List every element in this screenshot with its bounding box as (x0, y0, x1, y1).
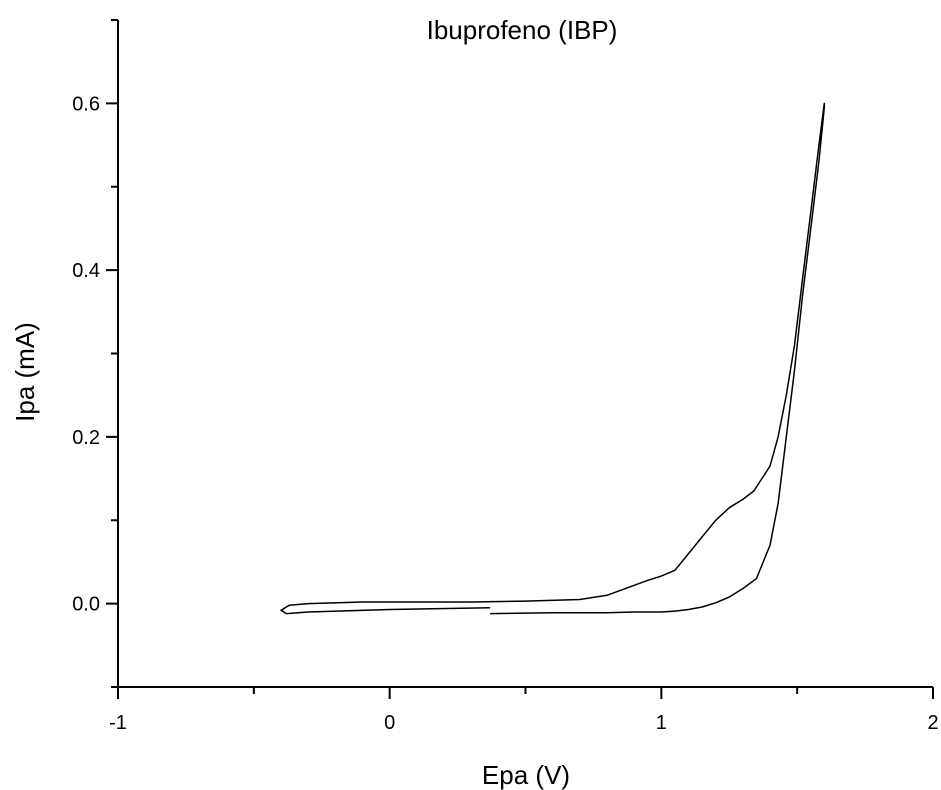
plot-area (280, 102, 826, 615)
x-tick-label: 1 (656, 712, 667, 734)
y-tick-label: 0.4 (72, 260, 100, 282)
axis-ticks: -1 0 1 2 0.0 0.2 0.4 0.6 (72, 19, 939, 734)
y-tick-label: 0.2 (72, 427, 100, 449)
x-tick-label: 0 (384, 712, 395, 734)
x-axis-title: Epa (V) (482, 760, 570, 790)
y-tick-label: 0.0 (72, 594, 100, 616)
y-axis-title: Ipa (mA) (10, 322, 40, 422)
x-tick-label: 2 (927, 712, 938, 734)
chart-title: Ibuprofeno (IBP) (427, 15, 618, 45)
cv-curve-line (280, 102, 826, 615)
y-tick-label: 0.6 (72, 93, 100, 115)
x-tick-label: -1 (109, 712, 127, 734)
